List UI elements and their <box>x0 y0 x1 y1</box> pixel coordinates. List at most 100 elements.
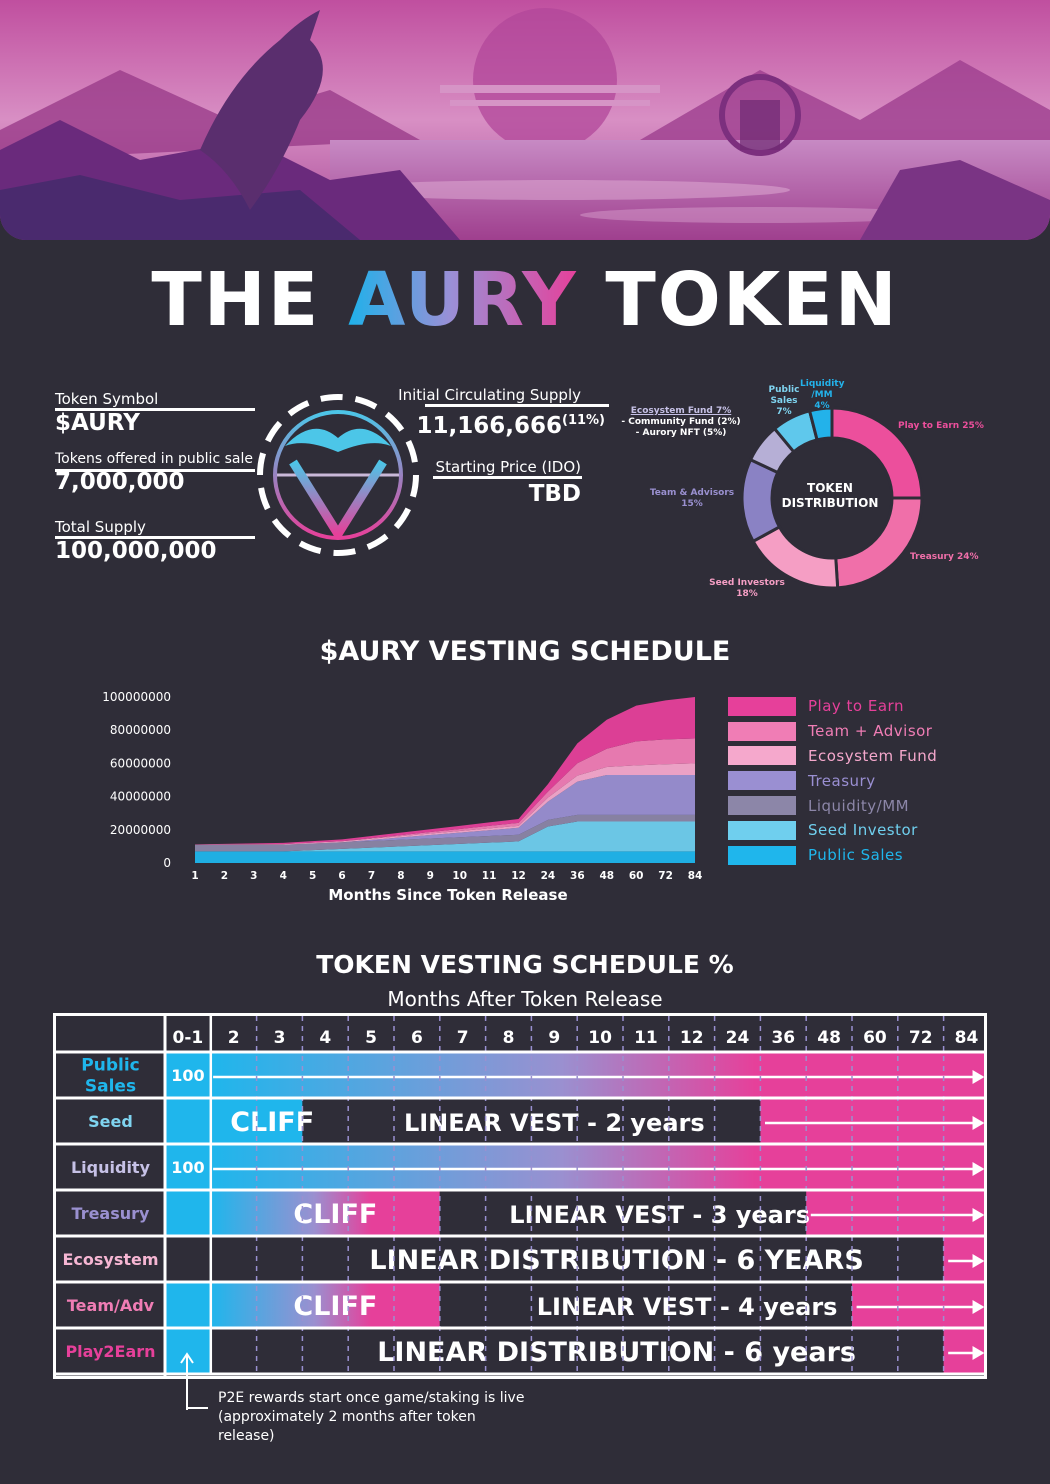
vesting-chart-title: $AURY VESTING SCHEDULE <box>319 636 731 667</box>
column-header: 4 <box>319 1028 331 1048</box>
title-pre: THE <box>151 257 349 343</box>
divider <box>425 404 609 407</box>
column-header: 2 <box>228 1028 240 1048</box>
column-header: 9 <box>548 1028 560 1048</box>
vesting-bar <box>165 1190 211 1236</box>
tokens-offered-block: Tokens offered in public sale 7,000,000 <box>55 451 253 495</box>
tokens-offered-label: Tokens offered in public sale <box>55 451 253 467</box>
tokens-offered-value: 7,000,000 <box>55 469 185 495</box>
x-tick-label: 12 <box>511 870 526 882</box>
circ-supply-pct: (11%) <box>562 413 605 428</box>
legend-label: Treasury <box>808 771 876 790</box>
divider <box>55 469 255 472</box>
vesting-bar <box>852 1282 990 1328</box>
column-header: 3 <box>274 1028 286 1048</box>
y-tick-label: 0 <box>163 856 171 870</box>
column-header: 8 <box>503 1028 515 1048</box>
legend-label: Liquidity/MM <box>808 796 910 815</box>
note-line-1: P2E rewards start once game/staking is l… <box>218 1390 525 1406</box>
vest-arrow-head <box>972 1162 985 1176</box>
vesting-area-chart: 0 20000000 40000000 60000000 80000000 1000000… <box>102 690 702 882</box>
starting-price-label: Starting Price (IDO) <box>435 458 581 476</box>
x-tick-label: 5 <box>309 870 316 882</box>
y-tick-label: 100000000 <box>102 690 171 704</box>
x-tick-label: 2 <box>221 870 228 882</box>
hero-illustration <box>0 0 1050 240</box>
slice-label-ecosystem: Ecosystem Fund 7% - Community Fund (2%) … <box>616 406 746 439</box>
y-tick-label: 20000000 <box>110 823 171 837</box>
x-tick-label: 11 <box>482 870 497 882</box>
slice-label-seed-line-1: Seed Investors <box>709 578 785 588</box>
area-series-play-to-earn <box>195 697 695 845</box>
vesting-table-grid: 0-1 2 3 4 5 6 7 8 9 10 11 12 24 36 48 60 72 84 PublicSales… <box>56 1016 990 1376</box>
donut-slice-1 <box>834 496 924 590</box>
circ-supply-label: Initial Circulating Supply <box>398 386 581 404</box>
slice-label-liquidity: Liquidity /MM 4% <box>800 379 844 412</box>
vesting-table-subtitle: Months After Token Release <box>387 987 663 1011</box>
area-series-team-advisor <box>195 738 695 845</box>
total-supply-value: 100,000,000 <box>55 538 217 564</box>
column-header: 7 <box>457 1028 469 1048</box>
legend-item: Ecosystem Fund <box>728 744 937 769</box>
vest-label: LINEAR VEST - 2 years <box>404 1109 705 1137</box>
vest-label: LINEAR VEST - 4 years <box>537 1293 838 1321</box>
slice-label-liquidity-line-3: 4% <box>814 401 830 411</box>
vesting-bar <box>439 1282 852 1328</box>
legend-label: Ecosystem Fund <box>808 746 938 765</box>
vesting-bar <box>165 1144 211 1190</box>
column-header: 11 <box>634 1028 658 1048</box>
vesting-chart-legend: Play to Earn Team + Advisor Ecosystem Fund… <box>728 694 937 868</box>
divider <box>55 408 255 411</box>
column-header: 0-1 <box>173 1028 204 1048</box>
row-label: Team/Adv <box>67 1296 155 1315</box>
column-header: 6 <box>411 1028 423 1048</box>
cliff-label: CLIFF <box>293 1291 377 1322</box>
column-header: 48 <box>817 1028 841 1048</box>
title-post: TOKEN <box>577 257 899 343</box>
x-tick-label: 4 <box>280 870 287 882</box>
hero-landscape-art <box>0 0 1050 240</box>
slice-label-public-line-2: Sales <box>770 396 798 406</box>
note-line-2: (approximately 2 months after token <box>218 1409 476 1425</box>
slice-label-liquidity-line-2: /MM <box>811 390 833 400</box>
token-symbol-label: Token Symbol <box>55 390 159 408</box>
x-tick-label: 1 <box>191 870 198 882</box>
legend-label: Seed Investor <box>808 821 918 840</box>
token-symbol-value: $AURY <box>55 410 140 436</box>
vesting-table: 0-1 2 3 4 5 6 7 8 9 10 11 12 24 36 48 60 72 84 Public Sales… <box>53 1013 990 1379</box>
slice-label-ecosystem-line-1: Ecosystem Fund 7% <box>630 406 732 416</box>
vest-arrow-head <box>972 1116 985 1130</box>
area-series-treasury <box>195 775 695 845</box>
row-label: Liquidity <box>71 1158 151 1177</box>
slice-label-public-line-1: Public <box>768 385 800 395</box>
legend-item: Public Sales <box>728 843 937 868</box>
cliff-label: CLIFF <box>230 1107 314 1138</box>
first-cell-value: 100 <box>171 1158 204 1177</box>
slice-label-treasury: Treasury 24% <box>910 552 979 562</box>
vest-arrow-head <box>972 1346 985 1360</box>
starting-price-block: Starting Price (IDO) <box>380 458 581 476</box>
vest-label: LINEAR VEST - 3 years <box>509 1201 810 1229</box>
row-label: Ecosystem <box>62 1250 158 1269</box>
cliff-label: CLIFF <box>293 1199 377 1230</box>
title-highlight: AURY <box>348 257 578 343</box>
vesting-bar <box>210 1190 440 1236</box>
slice-label-team-line-2: 15% <box>681 499 703 509</box>
vest-arrow-head <box>972 1208 985 1222</box>
vesting-bar <box>165 1098 303 1144</box>
legend-swatch <box>728 796 796 816</box>
note-arrow-icon <box>180 1352 208 1410</box>
column-header: 24 <box>726 1028 750 1048</box>
column-header: 36 <box>771 1028 795 1048</box>
slice-label-seed: Seed Investors 18% <box>706 578 788 600</box>
x-tick-label: 36 <box>570 870 585 882</box>
vesting-bar <box>806 1190 990 1236</box>
legend-swatch <box>728 771 796 791</box>
slice-label-team-line-1: Team & Advisors <box>649 488 735 498</box>
vesting-table-title: TOKEN VESTING SCHEDULE % <box>316 950 734 979</box>
area-series-ecosystem-fund <box>195 763 695 845</box>
x-tick-label: 10 <box>452 870 467 882</box>
divider <box>433 476 582 479</box>
row-label: Play2Earn <box>65 1342 155 1361</box>
x-tick-label: 8 <box>397 870 404 882</box>
